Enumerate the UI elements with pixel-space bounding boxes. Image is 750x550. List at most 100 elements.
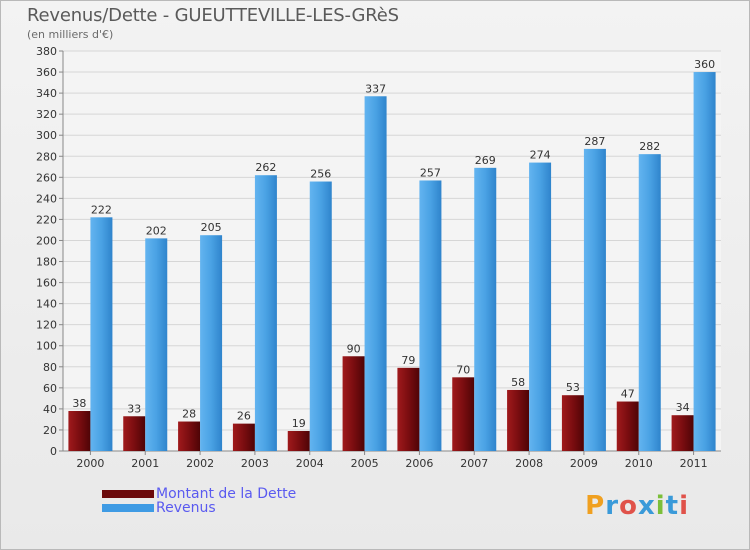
- bar-label-dette: 70: [456, 363, 470, 376]
- bar-label-revenus: 205: [201, 221, 222, 234]
- x-tick-label: 2005: [351, 457, 379, 470]
- y-tick-label: 100: [36, 340, 57, 353]
- bar-revenus: [145, 238, 168, 451]
- bar-revenus: [90, 217, 113, 451]
- y-tick-label: 160: [36, 277, 57, 290]
- y-tick-label: 380: [36, 45, 57, 58]
- bar-dette: [232, 423, 255, 451]
- bar-label-revenus: 337: [365, 82, 386, 95]
- bar-label-dette: 19: [292, 417, 306, 430]
- y-tick-label: 80: [43, 361, 57, 374]
- plot-area: [63, 51, 721, 451]
- x-tick-label: 2011: [680, 457, 708, 470]
- y-tick-label: 300: [36, 129, 57, 142]
- bar-label-revenus: 202: [146, 224, 167, 237]
- logo-letter: i: [655, 491, 666, 521]
- bar-label-dette: 53: [566, 381, 580, 394]
- y-tick-label: 20: [43, 424, 57, 437]
- bar-label-revenus: 282: [639, 140, 660, 153]
- y-tick-label: 260: [36, 171, 57, 184]
- x-tick-label: 2010: [625, 457, 653, 470]
- bar-label-revenus: 257: [420, 166, 441, 179]
- bar-label-dette: 58: [511, 376, 525, 389]
- bar-revenus: [309, 181, 332, 452]
- legend-label-dette: Montant de la Dette: [156, 486, 297, 502]
- bar-dette: [397, 367, 420, 451]
- x-tick-label: 2006: [405, 457, 433, 470]
- x-tick-label: 2007: [460, 457, 488, 470]
- x-tick-label: 2008: [515, 457, 543, 470]
- y-tick-label: 280: [36, 150, 57, 163]
- bar-label-revenus: 256: [310, 168, 331, 181]
- bar-label-dette: 26: [237, 410, 251, 423]
- logo-letter: x: [637, 491, 656, 521]
- y-tick-label: 360: [36, 66, 57, 79]
- proxiti-logo: Proxiti: [585, 491, 689, 521]
- chart-subtitle: (en milliers d'€): [27, 28, 114, 41]
- bar-revenus: [474, 167, 497, 451]
- y-tick-label: 200: [36, 234, 57, 247]
- x-tick-label: 2000: [76, 457, 104, 470]
- bar-label-dette: 28: [182, 408, 196, 421]
- bar-label-revenus: 274: [530, 149, 551, 162]
- bar-revenus: [638, 154, 661, 451]
- bar-dette: [561, 395, 584, 451]
- x-tick-label: 2002: [186, 457, 214, 470]
- chart-title: Revenus/Dette - GUEUTTEVILLE-LES-GRèS: [27, 5, 399, 26]
- bar-label-revenus: 269: [475, 154, 496, 167]
- logo-letter: i: [679, 491, 689, 521]
- y-tick-label: 120: [36, 319, 57, 332]
- y-tick-label: 320: [36, 108, 57, 121]
- y-tick-label: 60: [43, 382, 57, 395]
- y-tick-label: 0: [50, 445, 57, 458]
- bar-revenus: [254, 175, 277, 452]
- bar-dette: [616, 401, 639, 451]
- bar-revenus: [364, 96, 387, 452]
- bar-label-dette: 34: [676, 401, 690, 414]
- x-tick-label: 2009: [570, 457, 598, 470]
- bar-dette: [342, 356, 365, 451]
- bar-revenus: [419, 180, 442, 451]
- y-tick-label: 240: [36, 192, 57, 205]
- legend-item-revenus: Revenus: [102, 501, 296, 515]
- logo-letter: r: [605, 491, 620, 521]
- x-tick-label: 2003: [241, 457, 269, 470]
- bar-label-revenus: 287: [584, 135, 605, 148]
- bar-dette: [507, 389, 530, 451]
- bar-dette: [178, 421, 201, 451]
- legend: Montant de la Dette Revenus: [102, 487, 296, 515]
- bar-label-revenus: 222: [91, 203, 112, 216]
- y-tick-label: 340: [36, 87, 57, 100]
- legend-swatch-dette: [102, 490, 154, 498]
- bar-revenus: [583, 148, 606, 452]
- x-tick-label: 2001: [131, 457, 159, 470]
- y-tick-label: 180: [36, 256, 57, 269]
- bar-label-revenus: 262: [255, 161, 276, 174]
- bar-dette: [671, 415, 694, 451]
- bar-dette: [452, 377, 475, 451]
- bar-label-dette: 47: [621, 388, 635, 401]
- y-tick-label: 40: [43, 403, 57, 416]
- bar-dette: [287, 431, 310, 451]
- y-tick-label: 220: [36, 213, 57, 226]
- legend-swatch-revenus: [102, 504, 154, 512]
- bar-label-dette: 38: [72, 397, 86, 410]
- bar-label-dette: 33: [127, 402, 141, 415]
- legend-item-dette: Montant de la Dette: [102, 487, 296, 501]
- logo-letter: o: [619, 491, 638, 521]
- bar-dette: [68, 411, 91, 451]
- y-tick-label: 140: [36, 298, 57, 311]
- logo-letter: t: [665, 491, 680, 521]
- bar-revenus: [529, 162, 552, 451]
- bar-label-revenus: 360: [694, 58, 715, 71]
- bar-dette: [123, 416, 146, 451]
- bar-revenus: [200, 235, 223, 451]
- bar-revenus: [693, 72, 716, 451]
- bar-label-dette: 90: [347, 342, 361, 355]
- legend-label-revenus: Revenus: [156, 500, 216, 516]
- logo-letter: P: [585, 491, 606, 521]
- bar-label-dette: 79: [401, 354, 415, 367]
- x-tick-label: 2004: [296, 457, 324, 470]
